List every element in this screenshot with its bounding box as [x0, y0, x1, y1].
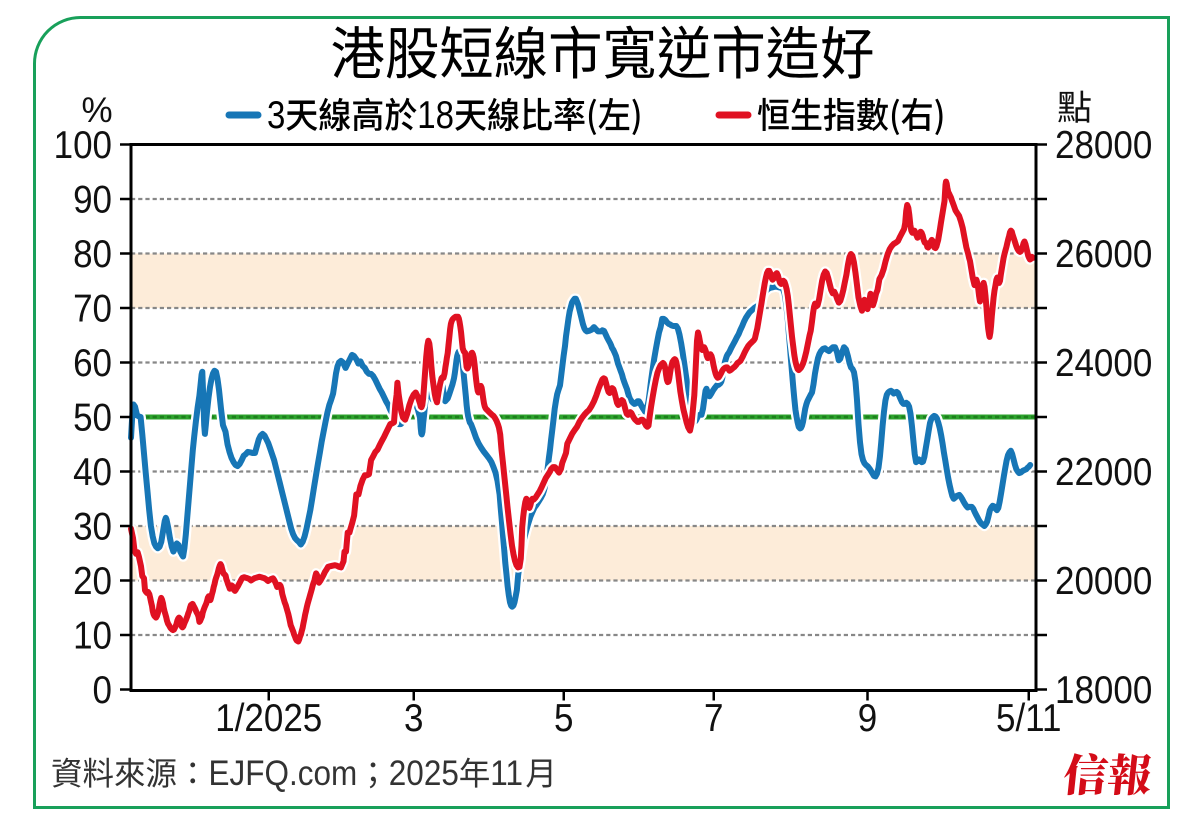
svg-text:10: 10 [73, 613, 112, 657]
svg-text:20000: 20000 [1055, 558, 1152, 602]
svg-text:60: 60 [73, 340, 112, 384]
svg-text:50: 50 [73, 395, 112, 439]
svg-text:7: 7 [704, 695, 723, 739]
svg-text:24000: 24000 [1055, 340, 1152, 384]
svg-text:100: 100 [54, 122, 112, 166]
svg-text:EJFQ.com: EJFQ.com [209, 754, 358, 793]
svg-text:20: 20 [73, 558, 112, 602]
svg-text:26000: 26000 [1055, 231, 1152, 275]
svg-text:18000: 18000 [1055, 667, 1152, 711]
svg-text:5: 5 [554, 695, 573, 739]
svg-text:18: 18 [417, 92, 454, 136]
svg-text:22000: 22000 [1055, 449, 1152, 493]
svg-text:90: 90 [73, 177, 112, 221]
svg-text:80: 80 [73, 231, 112, 275]
svg-text:30: 30 [73, 504, 112, 548]
svg-text:28000: 28000 [1055, 122, 1152, 166]
svg-text:3: 3 [267, 92, 285, 136]
svg-text:%: % [81, 91, 112, 130]
svg-text:5/11: 5/11 [996, 695, 1061, 739]
svg-text:11: 11 [490, 754, 523, 793]
svg-text:40: 40 [73, 449, 112, 493]
svg-text:3: 3 [404, 695, 423, 739]
svg-text:2025: 2025 [389, 754, 459, 793]
svg-text:1/2025: 1/2025 [215, 695, 322, 739]
svg-text:0: 0 [93, 667, 112, 711]
svg-text:70: 70 [73, 286, 112, 330]
svg-text:9: 9 [858, 695, 877, 739]
